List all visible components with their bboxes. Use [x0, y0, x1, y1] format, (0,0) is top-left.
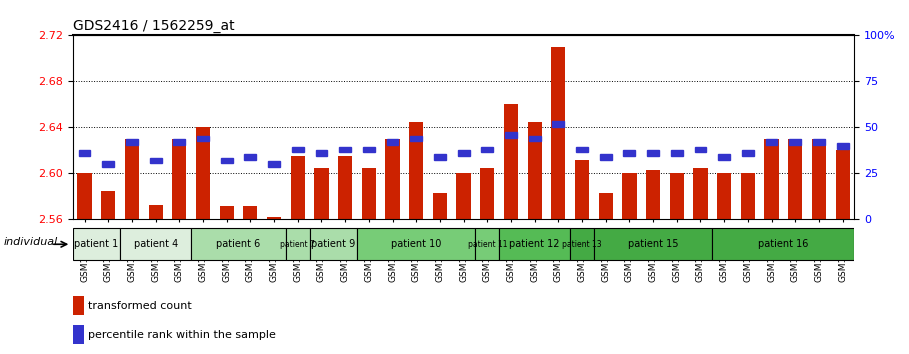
Text: individual: individual [4, 238, 58, 247]
FancyBboxPatch shape [120, 228, 191, 260]
Bar [125, 139, 139, 219]
FancyBboxPatch shape [624, 150, 635, 156]
FancyBboxPatch shape [713, 228, 854, 260]
Bar [527, 122, 542, 219]
FancyBboxPatch shape [339, 147, 351, 153]
FancyBboxPatch shape [73, 228, 120, 260]
FancyBboxPatch shape [221, 158, 233, 164]
Bar [73, 325, 85, 344]
Text: patient 1: patient 1 [75, 239, 118, 249]
FancyBboxPatch shape [292, 147, 304, 153]
Text: percentile rank within the sample: percentile rank within the sample [88, 330, 276, 339]
Bar [409, 122, 424, 219]
FancyBboxPatch shape [191, 228, 286, 260]
Bar [172, 139, 186, 219]
FancyBboxPatch shape [813, 139, 824, 145]
Bar [574, 160, 589, 219]
FancyBboxPatch shape [310, 228, 357, 260]
FancyBboxPatch shape [576, 147, 588, 153]
Text: patient 9: patient 9 [311, 239, 355, 249]
FancyBboxPatch shape [286, 228, 310, 260]
Text: GDS2416 / 1562259_at: GDS2416 / 1562259_at [73, 19, 235, 33]
Bar [338, 156, 353, 219]
FancyBboxPatch shape [570, 228, 594, 260]
Text: patient 4: patient 4 [134, 239, 178, 249]
Bar [456, 173, 471, 219]
FancyBboxPatch shape [529, 136, 541, 141]
Bar [480, 168, 494, 219]
FancyBboxPatch shape [150, 158, 162, 164]
FancyBboxPatch shape [499, 228, 570, 260]
FancyBboxPatch shape [475, 228, 499, 260]
Bar [315, 168, 328, 219]
FancyBboxPatch shape [718, 154, 730, 160]
Bar [694, 168, 707, 219]
Bar [670, 173, 684, 219]
FancyBboxPatch shape [594, 228, 713, 260]
Text: patient 13: patient 13 [563, 240, 602, 249]
Bar [196, 127, 210, 219]
FancyBboxPatch shape [79, 150, 91, 156]
FancyBboxPatch shape [647, 150, 659, 156]
FancyBboxPatch shape [671, 150, 683, 156]
Bar [741, 173, 755, 219]
Bar [244, 206, 257, 219]
Bar [220, 206, 234, 219]
FancyBboxPatch shape [505, 132, 517, 138]
FancyBboxPatch shape [410, 136, 422, 141]
Text: patient 16: patient 16 [758, 239, 809, 249]
Bar [362, 168, 376, 219]
Bar [646, 170, 660, 219]
Text: patient 15: patient 15 [628, 239, 678, 249]
FancyBboxPatch shape [245, 154, 256, 160]
Text: patient 11: patient 11 [467, 240, 507, 249]
FancyBboxPatch shape [836, 143, 848, 149]
Bar [812, 139, 826, 219]
Bar [599, 193, 613, 219]
Text: patient 7: patient 7 [280, 240, 315, 249]
Bar [148, 205, 163, 219]
Bar [73, 296, 85, 315]
FancyBboxPatch shape [765, 139, 777, 145]
FancyBboxPatch shape [742, 150, 754, 156]
Bar [385, 139, 400, 219]
Bar [623, 173, 636, 219]
Text: patient 12: patient 12 [509, 239, 560, 249]
FancyBboxPatch shape [457, 150, 470, 156]
Bar [717, 173, 731, 219]
FancyBboxPatch shape [386, 139, 398, 145]
FancyBboxPatch shape [482, 147, 494, 153]
FancyBboxPatch shape [357, 228, 475, 260]
FancyBboxPatch shape [315, 150, 327, 156]
Bar [504, 104, 518, 219]
Bar [101, 191, 115, 219]
Bar [433, 193, 447, 219]
Text: patient 10: patient 10 [391, 239, 442, 249]
Text: patient 6: patient 6 [216, 239, 261, 249]
Bar [764, 139, 779, 219]
Bar [77, 173, 92, 219]
FancyBboxPatch shape [174, 139, 185, 145]
Text: transformed count: transformed count [88, 301, 192, 311]
FancyBboxPatch shape [600, 154, 612, 160]
FancyBboxPatch shape [103, 161, 115, 167]
Bar [551, 47, 565, 219]
FancyBboxPatch shape [268, 161, 280, 167]
FancyBboxPatch shape [694, 147, 706, 153]
FancyBboxPatch shape [434, 154, 445, 160]
FancyBboxPatch shape [126, 139, 138, 145]
Bar [788, 139, 803, 219]
Bar [291, 156, 305, 219]
Bar [835, 150, 850, 219]
FancyBboxPatch shape [789, 139, 801, 145]
FancyBboxPatch shape [553, 121, 564, 127]
FancyBboxPatch shape [363, 147, 375, 153]
Bar [267, 217, 281, 219]
FancyBboxPatch shape [197, 136, 209, 141]
